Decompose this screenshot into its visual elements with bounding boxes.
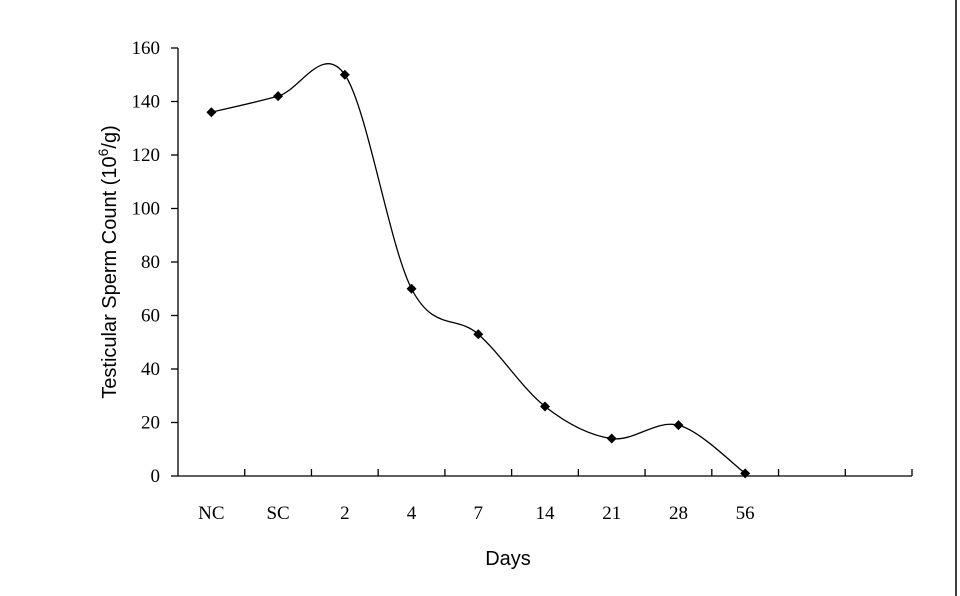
y-tick-label: 20	[141, 413, 160, 434]
y-axis-title: Testicular Sperm Count (106/g)	[95, 125, 121, 398]
x-tick-label: 2	[340, 503, 350, 524]
y-tick-label: 0	[151, 466, 161, 487]
y-tick-label: 140	[132, 92, 161, 113]
x-axis-ticks: NC SC 2 4 7 14 21 28 56	[198, 469, 913, 524]
x-tick-label: 21	[602, 503, 621, 524]
data-point	[473, 329, 484, 340]
data-point	[606, 433, 617, 444]
data-point	[406, 283, 417, 294]
x-tick-label: 14	[536, 503, 556, 524]
y-axis-ticks: 0 20 40 60 80 100 120 140 160	[132, 38, 178, 487]
y-axis-title-main: Testicular Sperm Count (10	[99, 156, 121, 398]
y-tick-label: 60	[141, 306, 160, 327]
data-point	[339, 69, 350, 80]
data-point	[206, 107, 217, 118]
axes	[177, 48, 912, 477]
data-point	[673, 420, 684, 431]
x-axis-title: Days	[485, 548, 531, 570]
series-markers	[206, 69, 751, 479]
data-point	[540, 401, 550, 412]
x-tick-label: SC	[266, 503, 289, 524]
series-line	[211, 63, 746, 474]
y-tick-label: 40	[141, 359, 160, 380]
y-tick-label: 120	[132, 145, 161, 166]
x-tick-label: 56	[736, 503, 755, 524]
data-point	[273, 91, 284, 102]
x-tick-label: 4	[407, 503, 417, 524]
x-tick-label: 28	[669, 503, 688, 524]
y-tick-label: 160	[132, 38, 161, 59]
data-point	[740, 468, 751, 479]
x-tick-label: NC	[198, 503, 224, 524]
y-tick-label: 80	[141, 252, 160, 273]
y-axis-title-end: /g)	[99, 125, 121, 148]
y-axis-title-superscript: 6	[95, 148, 111, 156]
y-tick-label: 100	[132, 199, 161, 220]
x-tick-label: 7	[474, 503, 484, 524]
